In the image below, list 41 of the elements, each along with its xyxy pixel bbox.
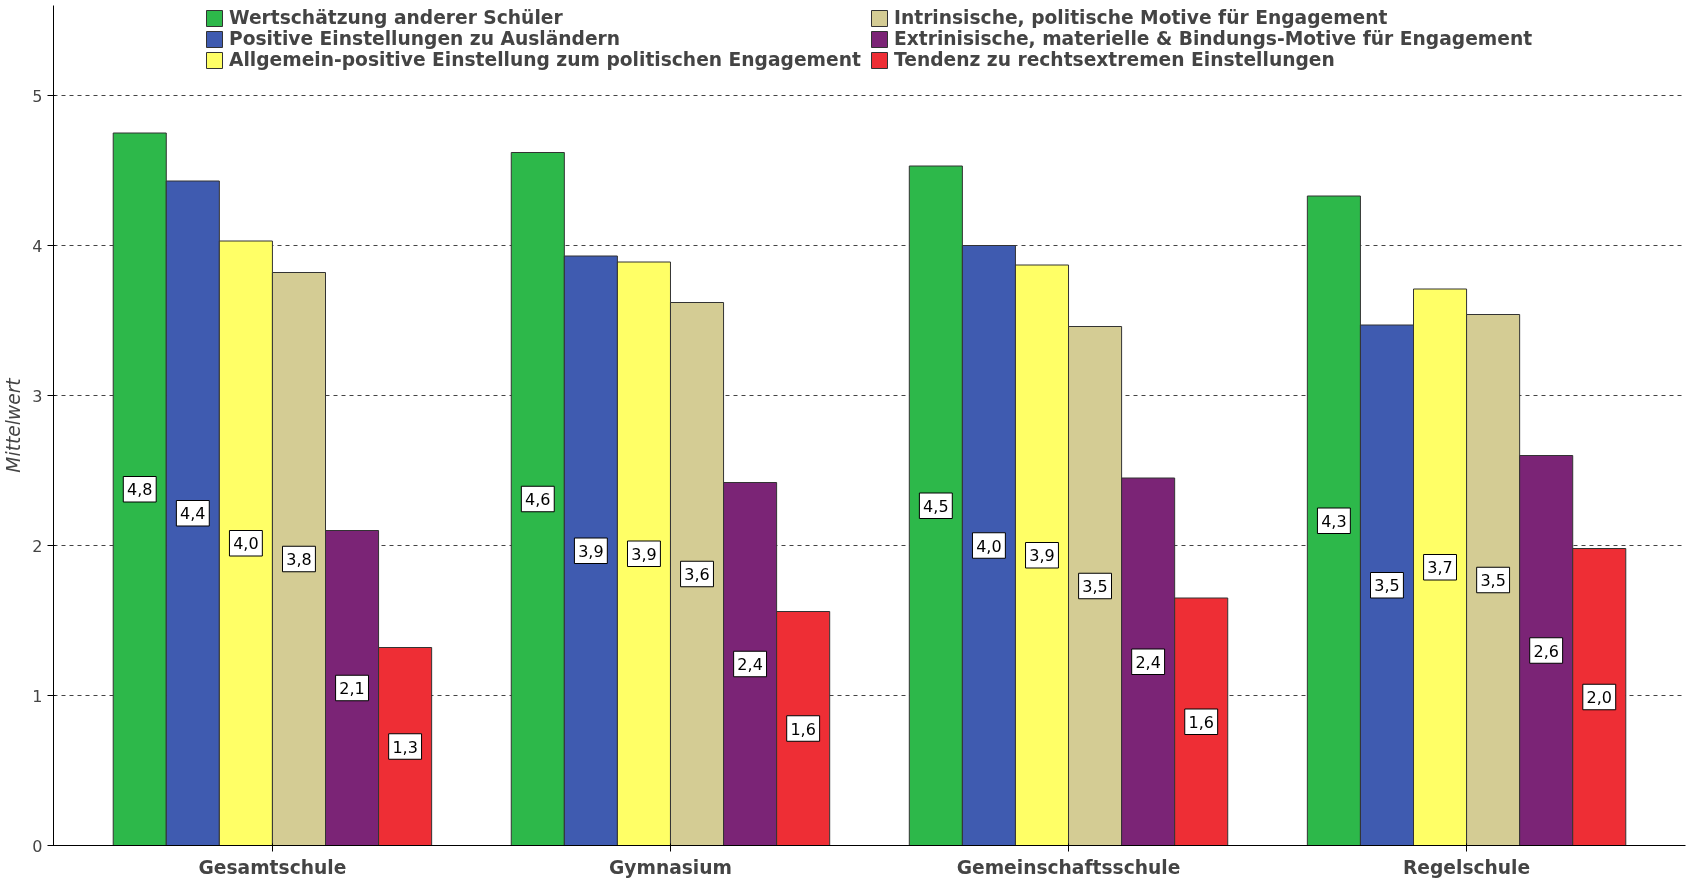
data-label: 3,9 bbox=[631, 544, 657, 564]
x-tick-label: Gesamtschule bbox=[198, 856, 347, 878]
data-label: 4,5 bbox=[923, 496, 949, 516]
y-tick-label: 1 bbox=[32, 686, 43, 706]
legend-label: Positive Einstellungen zu Ausländern bbox=[229, 28, 622, 49]
data-label: 3,6 bbox=[684, 565, 710, 584]
data-label: 1,6 bbox=[790, 719, 816, 739]
data-label: 3,7 bbox=[1427, 558, 1453, 578]
data-label: 3,5 bbox=[1082, 577, 1108, 596]
legend-label: Tendenz zu rechtsextremen Einstellungen bbox=[894, 49, 1336, 70]
data-label: 1,6 bbox=[1188, 712, 1214, 732]
legend-label: Extrinisische, materielle & Bindungs-Motive für Engagement bbox=[894, 28, 1534, 49]
data-label: 4,0 bbox=[233, 534, 259, 554]
data-label: 2,4 bbox=[737, 655, 763, 674]
x-tick-label: Gymnasium bbox=[608, 856, 732, 878]
data-label: 4,0 bbox=[976, 536, 1002, 556]
legend-label: Intrinsische, politische Motive für Engagement bbox=[894, 7, 1389, 28]
y-tick-label: 4 bbox=[32, 236, 43, 256]
data-label: 3,9 bbox=[578, 541, 604, 561]
x-tick-label: Regelschule bbox=[1402, 856, 1531, 878]
data-label: 2,0 bbox=[1586, 688, 1612, 707]
y-tick-label: 0 bbox=[32, 836, 43, 856]
y-axis-title: Mittelwert bbox=[3, 377, 25, 473]
legend-label: Allgemein-positive Einstellung zum politischen Engagement bbox=[229, 49, 862, 70]
data-label: 3,9 bbox=[1029, 546, 1055, 566]
data-label: 3,5 bbox=[1374, 576, 1400, 596]
data-label: 4,3 bbox=[1321, 511, 1347, 531]
data-label: 3,8 bbox=[286, 550, 312, 569]
data-label: 3,5 bbox=[1480, 571, 1506, 590]
data-label: 4,8 bbox=[127, 480, 153, 500]
data-label: 4,4 bbox=[180, 504, 206, 524]
data-label: 2,1 bbox=[339, 679, 365, 698]
y-tick-label: 5 bbox=[32, 86, 43, 106]
x-tick-label: Gemeinschaftsschule bbox=[956, 856, 1181, 878]
y-tick-label: 2 bbox=[32, 536, 43, 556]
y-tick-label: 3 bbox=[32, 386, 43, 406]
data-label: 4,6 bbox=[525, 490, 551, 509]
data-label: 1,3 bbox=[392, 737, 418, 757]
data-label: 2,6 bbox=[1533, 641, 1559, 661]
data-label: 2,4 bbox=[1135, 652, 1161, 672]
legend-label: Wertschätzung anderer Schüler bbox=[229, 7, 564, 28]
